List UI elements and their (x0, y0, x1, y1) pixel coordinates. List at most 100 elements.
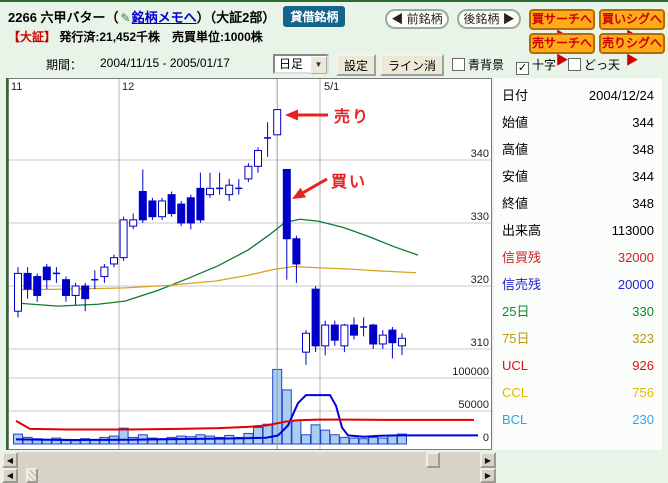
checkbox-dotten[interactable]: どっ天 (568, 56, 620, 73)
info-label: UCL (502, 358, 529, 373)
clear-lines-button[interactable]: ライン消 (380, 54, 445, 76)
market-tag: 【大証】 (8, 30, 57, 44)
memo-link[interactable]: 銘柄メモへ (131, 10, 197, 25)
checkbox-box[interactable] (452, 58, 465, 71)
chart-scrollbar[interactable]: ◀ ▶ (2, 452, 496, 468)
grid (9, 79, 491, 449)
svg-text:5/1: 5/1 (324, 81, 339, 93)
checkbox-blue-background[interactable]: 青背景 (452, 56, 504, 73)
info-row: 始値 344 (494, 109, 662, 136)
scroll-left-icon[interactable]: ◀ (2, 452, 18, 468)
info-row: 信売残 20000 (494, 271, 662, 298)
info-value: 20000 (617, 277, 654, 292)
candles (14, 109, 406, 365)
checkbox-box[interactable] (568, 58, 581, 71)
info-value: 344 (632, 169, 654, 184)
svg-text:50000: 50000 (458, 399, 489, 411)
info-row: BCL 230 (494, 406, 662, 433)
info-row: 高値 348 (494, 136, 662, 163)
info-label: 信買残 (502, 250, 542, 265)
svg-text:売り: 売り (334, 107, 370, 126)
info-row: 信買残 32000 (494, 244, 662, 271)
title-row: 2266 六甲バター（ ✎銘柄メモへ）（大証2部） 貸借銘柄 (8, 6, 346, 27)
info-row: 日付 2004/12/24 (494, 82, 662, 109)
period-label: 期間： (46, 58, 83, 72)
axis-labels: 11 12 5/1 340 330 320 310 100000 50000 0 (11, 81, 489, 444)
prev-stock-button[interactable]: ◀ 前銘柄 (385, 9, 449, 29)
svg-text:340: 340 (471, 148, 489, 160)
scrollbar-thumb[interactable] (426, 452, 440, 468)
info-label: 出来高 (502, 223, 542, 238)
checkbox-label: どっ天 (584, 58, 621, 72)
info-label: 75日 (502, 331, 530, 346)
checkbox-crosshair[interactable]: ✓ 十字 (516, 56, 556, 75)
info-value: 113000 (611, 223, 654, 238)
info-label: 信売残 (502, 277, 542, 292)
info-value: 32000 (617, 250, 654, 265)
svg-text:0: 0 (483, 432, 489, 444)
info-label: 高値 (502, 142, 529, 157)
checkbox-box-checked[interactable]: ✓ (516, 62, 529, 75)
info-label: 日付 (502, 88, 529, 103)
info-label: 25日 (502, 304, 530, 319)
info-row: 安値 344 (494, 163, 662, 190)
issue-info: 発行済:21,452千株 売買単位:1000株 (59, 30, 263, 44)
info-value: 330 (632, 304, 654, 319)
info-row: 25日 330 (494, 298, 662, 325)
info-row: 75日 323 (494, 325, 662, 352)
buy-search-button[interactable]: 買サーチへ▶ (529, 9, 595, 43)
settings-button[interactable]: 設定 (336, 54, 377, 76)
info-row: 出来高 113000 (494, 217, 662, 244)
zoom-thumb[interactable] (26, 468, 38, 483)
issue-info-row: 【大証】 発行済:21,452千株 売買単位:1000株 (8, 28, 263, 45)
info-row: UCL 926 (494, 352, 662, 379)
info-value: 344 (632, 115, 654, 130)
sell-signal-button[interactable]: 売りシグへ▶ (599, 33, 665, 67)
svg-text:買い: 買い (331, 173, 367, 191)
timeframe-select[interactable]: 日足 ▼ (273, 54, 329, 74)
info-value: 756 (632, 385, 654, 400)
next-stock-button[interactable]: 後銘柄 ▶ (457, 9, 521, 29)
svg-text:310: 310 (471, 337, 489, 349)
scroll-right-icon[interactable]: ▶ (480, 452, 496, 468)
margin-issue-badge: 貸借銘柄 (283, 6, 346, 27)
checkbox-label: 青背景 (468, 58, 505, 72)
scroll-left-icon[interactable]: ◀ (2, 468, 18, 483)
pencil-icon: ✎ (120, 11, 131, 25)
info-value: 348 (632, 196, 654, 211)
chart-area: 11 12 5/1 340 330 320 310 100000 50000 0 売り買い (6, 78, 494, 450)
info-row: 終値 348 (494, 190, 662, 217)
sell-search-button[interactable]: 売サーチへ▶ (529, 33, 595, 67)
zoom-scrollbar[interactable]: ◀ ▶ (2, 468, 496, 483)
stock-name-suffix: ）（大証2部） (196, 10, 276, 25)
svg-text:320: 320 (471, 274, 489, 286)
quote-info-panel: 日付 2004/12/24 始値 344 高値 348 安値 344 終値 348 出来高 11300… (494, 78, 662, 450)
svg-text:330: 330 (471, 211, 489, 223)
info-value: 348 (632, 142, 654, 157)
info-value: 926 (632, 358, 654, 373)
top-accent-bar (0, 0, 668, 2)
scroll-right-icon[interactable]: ▶ (480, 468, 496, 483)
period-value: 2004/11/15 - 2005/01/17 (100, 56, 230, 70)
info-label: 安値 (502, 169, 529, 184)
svg-text:100000: 100000 (452, 366, 489, 378)
info-label: BCL (502, 412, 528, 427)
info-row: CCL 756 (494, 379, 662, 406)
info-label: 始値 (502, 115, 529, 130)
info-value: 230 (632, 412, 654, 427)
info-value: 2004/12/24 (588, 88, 654, 103)
stock-code-name: 2266 六甲バター（ (8, 10, 119, 25)
timeframe-value: 日足 (279, 57, 304, 71)
info-label: 終値 (502, 196, 529, 211)
info-value: 323 (632, 331, 654, 346)
buy-signal-button[interactable]: 買いシグへ▶ (599, 9, 665, 43)
moving-averages (15, 218, 419, 307)
svg-text:11: 11 (11, 81, 22, 93)
dropdown-arrow-icon[interactable]: ▼ (310, 56, 327, 74)
checkbox-label: 十字 (532, 58, 557, 72)
svg-text:12: 12 (122, 81, 134, 93)
margin-lines (15, 394, 478, 442)
